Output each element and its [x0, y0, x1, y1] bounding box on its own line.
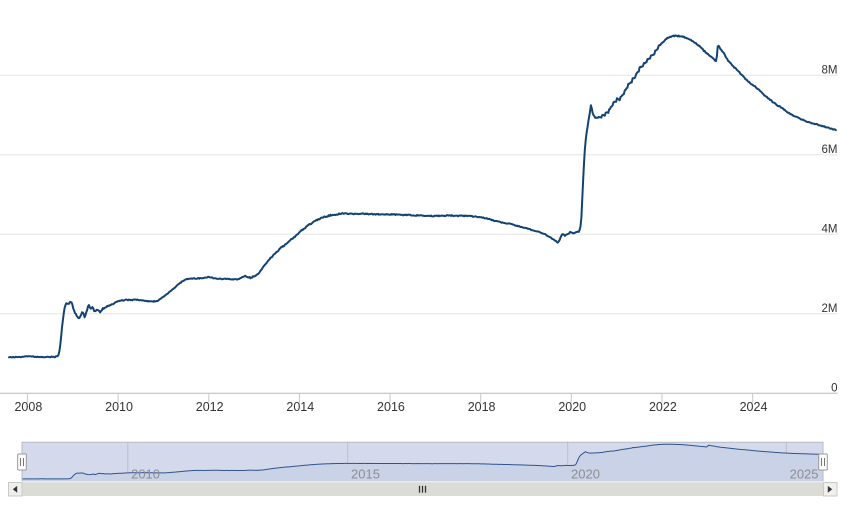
svg-text:2020: 2020: [571, 467, 600, 482]
svg-text:6M: 6M: [822, 144, 838, 156]
svg-text:2024: 2024: [740, 400, 768, 414]
svg-text:8M: 8M: [822, 65, 838, 77]
svg-text:2010: 2010: [105, 400, 133, 414]
svg-text:2025: 2025: [790, 467, 819, 482]
svg-text:2014: 2014: [286, 400, 314, 414]
svg-text:2016: 2016: [377, 400, 405, 414]
svg-text:2015: 2015: [351, 467, 380, 482]
svg-text:2022: 2022: [649, 400, 677, 414]
svg-text:2012: 2012: [196, 400, 224, 414]
svg-text:2018: 2018: [468, 400, 496, 414]
svg-text:2008: 2008: [14, 400, 42, 414]
svg-text:2M: 2M: [822, 303, 838, 315]
svg-text:0: 0: [831, 383, 837, 395]
svg-text:4M: 4M: [822, 224, 838, 236]
svg-text:2020: 2020: [558, 400, 586, 414]
svg-text:2010: 2010: [131, 467, 160, 482]
